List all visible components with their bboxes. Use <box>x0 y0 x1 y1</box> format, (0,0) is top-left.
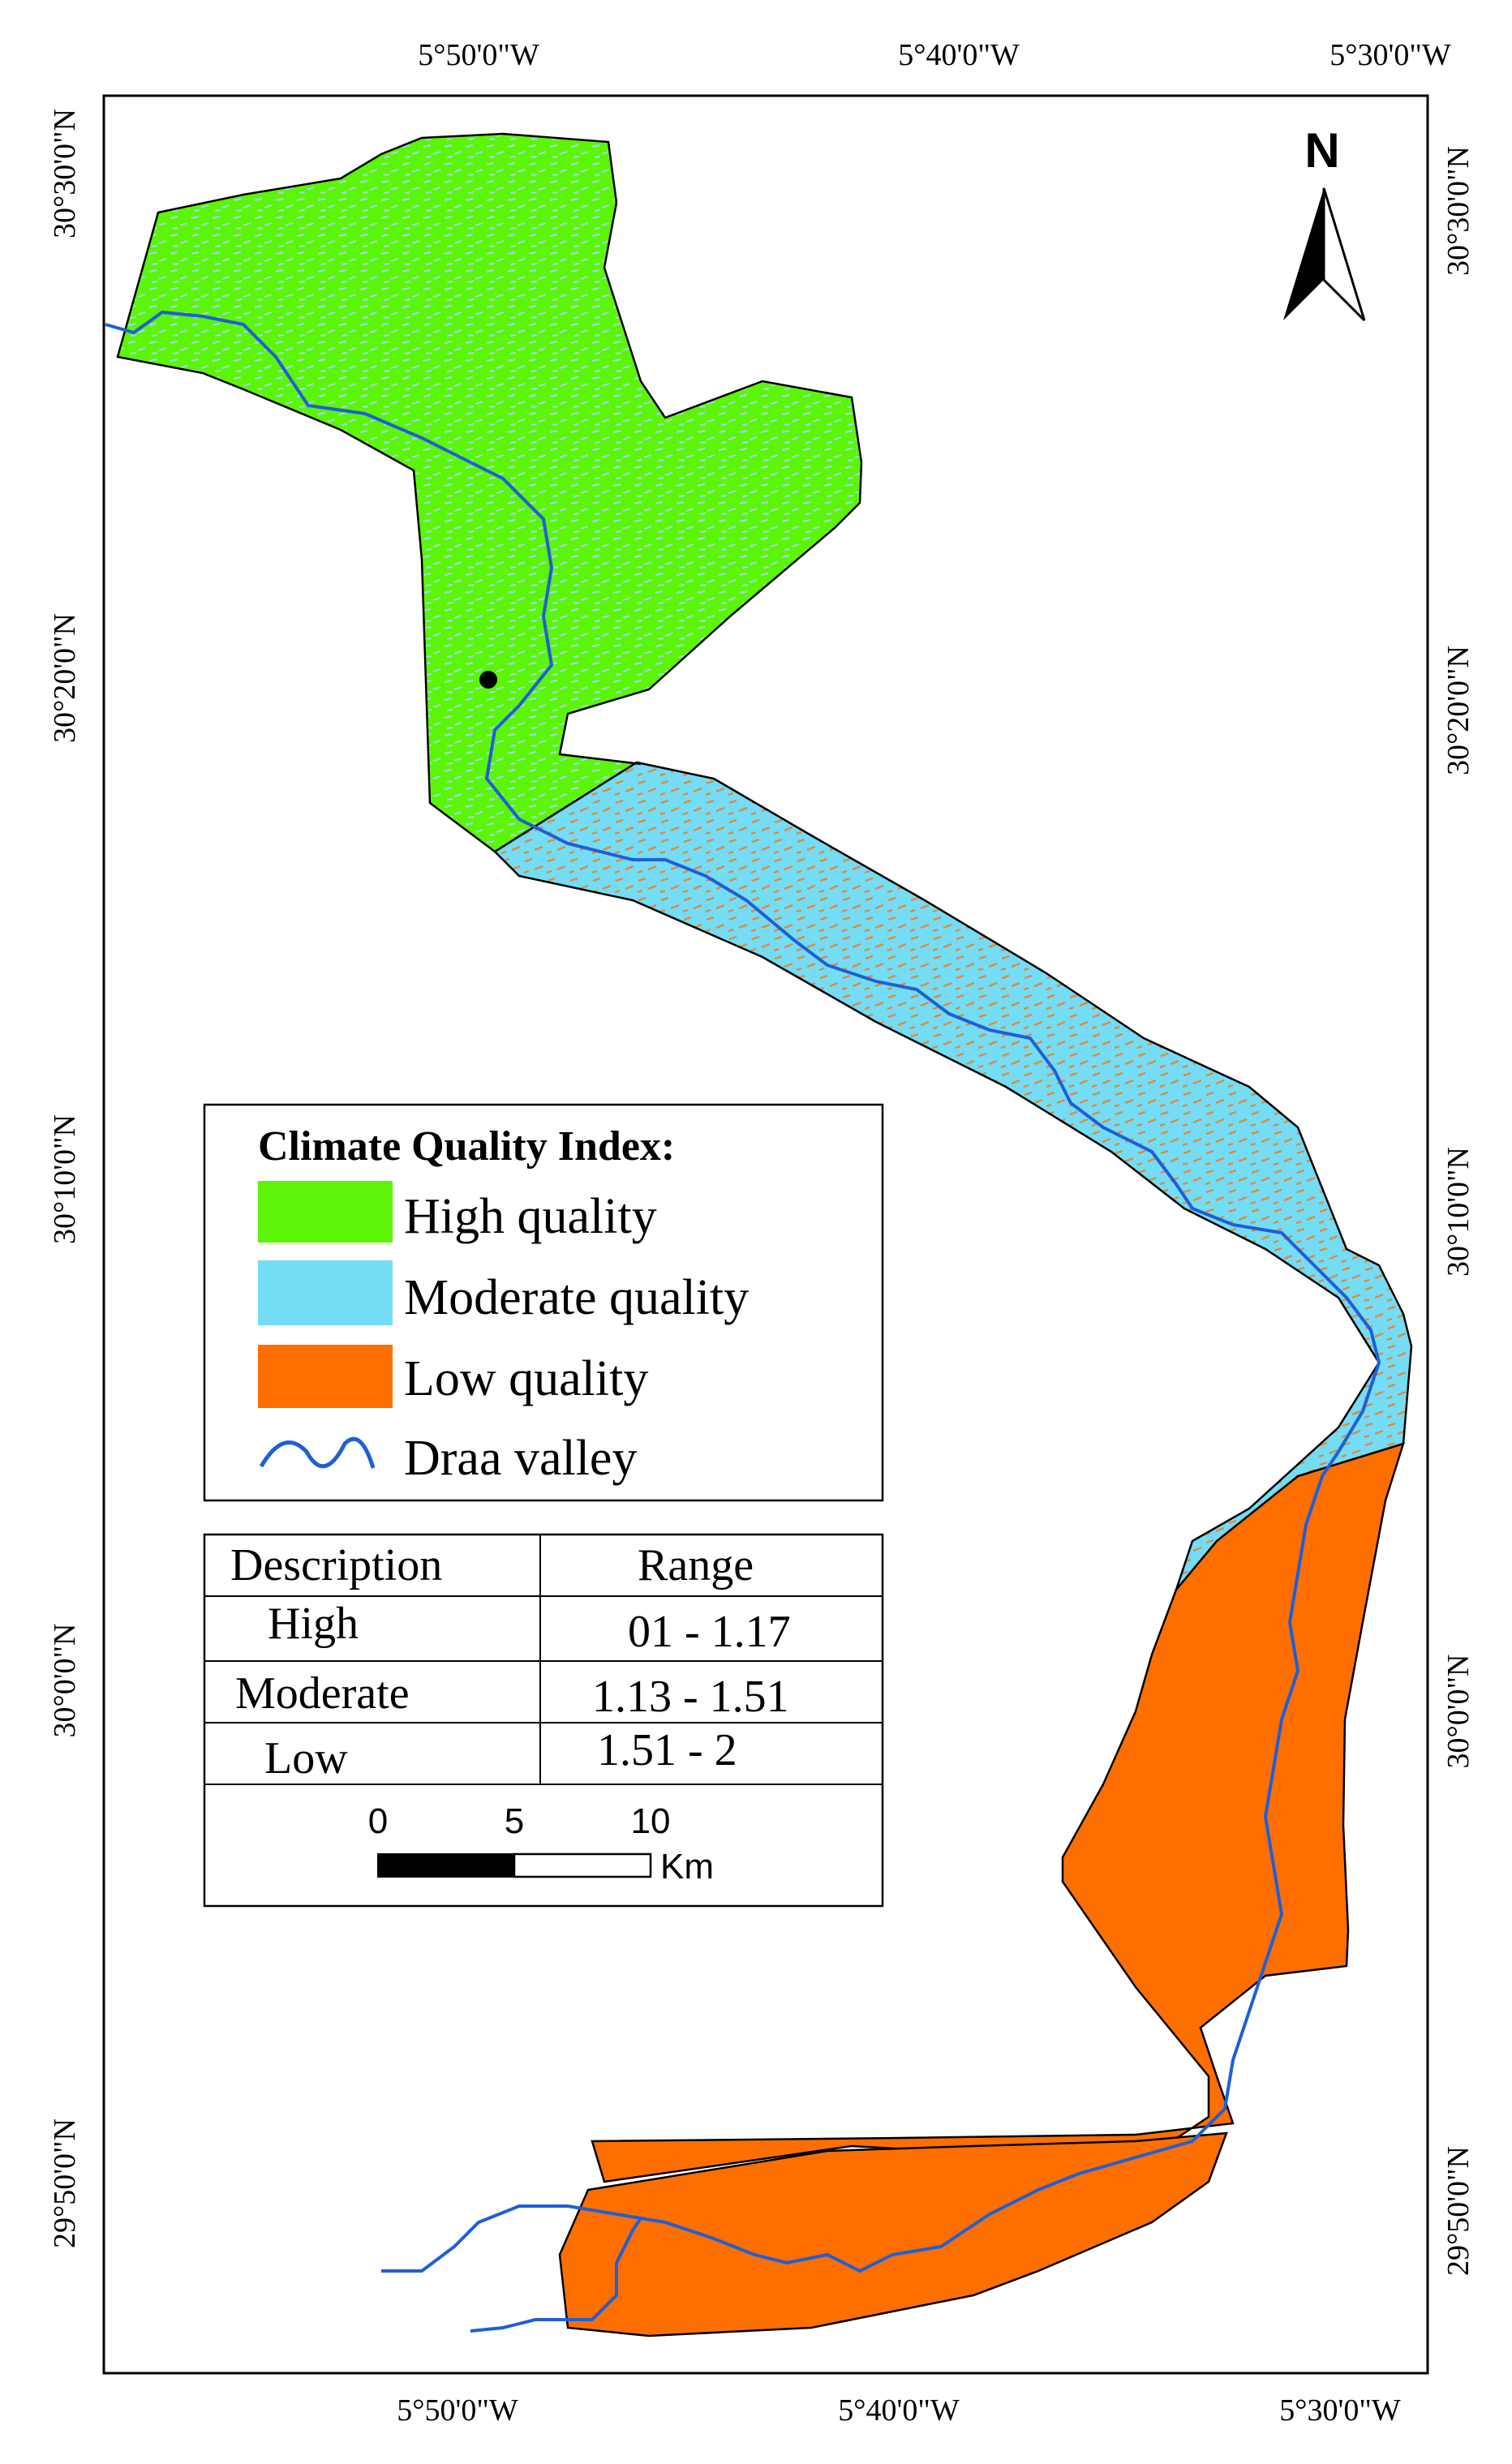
table-row-moderate-desc: Moderate <box>235 1668 410 1719</box>
draa-river <box>105 310 1381 2273</box>
left-lat-label-5: 29°50'0"N <box>48 2118 82 2248</box>
scale-bar-white-segment <box>513 1852 652 1878</box>
legend-swatch-high <box>258 1181 393 1243</box>
legend-title: Climate Quality Index: <box>258 1123 675 1170</box>
right-lat-label-2: 30°20'0"N <box>1441 646 1475 775</box>
low-quality-zone-bottom <box>558 2131 1228 2337</box>
legend-label-low: Low quality <box>404 1351 648 1406</box>
left-lat-label-1: 30°30'0"N <box>48 109 82 238</box>
high-quality-zone <box>116 132 863 853</box>
legend-swatch-moderate <box>258 1260 393 1325</box>
moderate-quality-zone <box>493 761 1413 1590</box>
table-header-description: Description <box>230 1540 442 1590</box>
scale-unit: Km <box>660 1847 714 1887</box>
legend-label-high: High quality <box>404 1189 657 1244</box>
range-table: Description Range High 01 - 1.17 Moderat… <box>203 1533 884 1908</box>
table-header-range: Range <box>638 1540 754 1590</box>
right-lat-label-1: 30°30'0"N <box>1441 146 1475 276</box>
north-arrow-left-half <box>1283 188 1324 320</box>
table-row-moderate-range: 1.13 - 1.51 <box>592 1672 789 1722</box>
legend-label-moderate: Moderate quality <box>404 1270 749 1325</box>
top-lon-label-3: 5°30'0"W <box>1329 38 1451 72</box>
scale-tick-5: 5 <box>505 1801 524 1841</box>
legend-label-river: Draa valley <box>404 1431 637 1486</box>
bottom-lon-label-1: 5°50'0"W <box>397 2393 518 2428</box>
right-lat-label-5: 29°50'0"N <box>1441 2146 1475 2276</box>
north-arrow-right-half <box>1322 187 1366 322</box>
top-lon-label-2: 5°40'0"W <box>898 38 1020 72</box>
legend: Climate Quality Index: High quality Mode… <box>203 1103 884 1502</box>
left-lat-label-2: 30°20'0"N <box>48 613 82 743</box>
right-lat-label-4: 30°0'0"N <box>1441 1655 1475 1769</box>
location-point <box>479 671 497 689</box>
table-row-high-desc: High <box>268 1599 359 1649</box>
left-lat-label-3: 30°10'0"N <box>48 1114 82 1244</box>
bottom-lon-label-3: 5°30'0"W <box>1279 2393 1401 2428</box>
scale-bar: 0 5 10 Km <box>368 1801 714 1887</box>
top-lon-label-1: 5°50'0"W <box>418 38 539 72</box>
draa-river-branch <box>470 2217 642 2333</box>
table-row-high-range: 01 - 1.17 <box>628 1607 791 1657</box>
scale-bar-black-segment <box>377 1853 515 1878</box>
north-arrow: N <box>1283 123 1366 322</box>
table-row-low-range: 1.51 - 2 <box>597 1725 737 1775</box>
scale-tick-10: 10 <box>631 1801 671 1841</box>
scale-tick-0: 0 <box>368 1801 388 1841</box>
left-lat-label-4: 30°0'0"N <box>48 1624 82 1738</box>
north-letter: N <box>1304 123 1339 178</box>
legend-swatch-low <box>258 1345 393 1408</box>
bottom-lon-label-2: 5°40'0"W <box>838 2393 960 2428</box>
table-row-low-desc: Low <box>264 1733 348 1784</box>
river-line-icon <box>259 1436 376 1469</box>
right-lat-label-3: 30°10'0"N <box>1441 1147 1475 1277</box>
